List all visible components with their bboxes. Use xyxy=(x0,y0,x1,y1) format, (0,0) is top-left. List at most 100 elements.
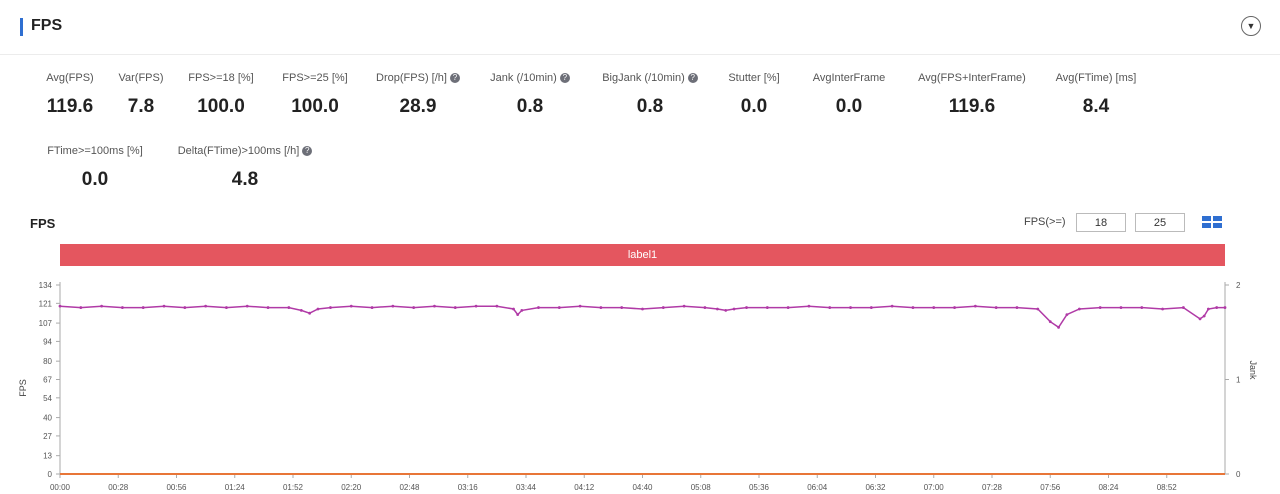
fps-data-point xyxy=(1065,313,1069,317)
fps-data-point xyxy=(204,304,208,308)
metric-label: Delta(FTime)>100ms [/h]? xyxy=(165,145,325,157)
fps-data-point xyxy=(453,306,457,309)
fps-data-point xyxy=(1057,325,1060,329)
metric-label: Avg(FPS+InterFrame) xyxy=(918,72,1026,84)
fps-data-point xyxy=(1223,306,1227,309)
fps-data-point xyxy=(1077,307,1081,311)
metric-0: Avg(FPS) 119.6 xyxy=(0,72,150,118)
fps-data-point xyxy=(299,308,303,312)
y-tick-label: 0 xyxy=(48,470,53,479)
metric-label: AvgInterFrame xyxy=(812,72,886,84)
metric-5: Jank (/10min)? 0.8 xyxy=(450,72,610,118)
fps-data-point xyxy=(141,306,145,309)
label-band[interactable]: label1 xyxy=(60,244,1225,266)
metric-1: Var(FPS) 7.8 xyxy=(61,72,221,118)
x-tick-label: 03:44 xyxy=(516,483,537,492)
fps-data-point xyxy=(1098,306,1102,309)
fps-data-point xyxy=(1206,307,1210,311)
fps-data-point xyxy=(578,304,582,308)
fps-data-point xyxy=(495,304,499,308)
metric-7: Stutter [%] 0.0 xyxy=(674,72,834,118)
fps-data-point xyxy=(512,307,515,311)
x-tick-label: 00:56 xyxy=(166,483,187,492)
threshold-label: FPS(>=) xyxy=(1024,216,1066,228)
metric-label: Jank (/10min)? xyxy=(450,72,610,84)
metric-label: BigJank (/10min)? xyxy=(570,72,730,84)
fps-data-point xyxy=(732,307,736,311)
fps-data-point xyxy=(557,306,561,309)
grid-layout-icon[interactable] xyxy=(1202,216,1222,228)
fps-data-point xyxy=(932,306,936,309)
fps-data-point xyxy=(599,306,603,309)
fps-data-point xyxy=(724,308,728,312)
y-tick-label: 80 xyxy=(43,357,52,366)
fps-data-point xyxy=(1015,306,1019,309)
fps-data-point xyxy=(225,306,228,309)
fps-data-point xyxy=(1140,306,1144,309)
help-icon[interactable]: ? xyxy=(687,73,698,83)
y2-tick-label: 1 xyxy=(1236,376,1241,385)
metric-12: Delta(FTime)>100ms [/h]? 4.8 xyxy=(165,145,325,191)
y-tick-label: 121 xyxy=(39,299,53,308)
y-tick-label: 107 xyxy=(39,319,53,328)
fps-data-point xyxy=(58,304,62,308)
x-tick-label: 01:52 xyxy=(283,483,304,492)
y-tick-label: 13 xyxy=(43,452,52,461)
metric-value: 100.0 xyxy=(197,96,245,117)
x-tick-label: 07:56 xyxy=(1040,483,1061,492)
fps-data-point xyxy=(100,304,104,308)
threshold-low-input[interactable] xyxy=(1076,213,1126,232)
fps-data-point xyxy=(1119,306,1123,309)
metric-value: 0.8 xyxy=(636,96,664,117)
fps-data-point xyxy=(1036,307,1040,311)
chevron-down-icon[interactable]: ▼ xyxy=(1241,16,1261,36)
metric-11: FTime>=100ms [%] 0.0 xyxy=(15,145,175,191)
x-tick-label: 05:36 xyxy=(749,483,770,492)
metric-value: 4.8 xyxy=(231,169,259,190)
fps-data-point xyxy=(537,306,540,309)
metric-value: 0.0 xyxy=(740,96,768,117)
threshold-high-input[interactable] xyxy=(1135,213,1185,232)
fps-data-point xyxy=(786,306,790,309)
x-tick-label: 06:04 xyxy=(807,483,828,492)
fps-data-point xyxy=(953,306,956,309)
fps-data-point xyxy=(183,306,187,309)
metric-value: 0.0 xyxy=(81,169,109,190)
x-tick-label: 00:00 xyxy=(50,483,71,492)
metric-label: Var(FPS) xyxy=(118,72,164,84)
fps-data-point xyxy=(516,313,520,317)
help-icon[interactable]: ? xyxy=(559,73,570,83)
fps-data-point xyxy=(1202,314,1206,318)
y-tick-label: 94 xyxy=(43,337,52,346)
fps-data-point xyxy=(433,304,436,308)
y-tick-label: 134 xyxy=(39,281,53,290)
fps-data-point xyxy=(1048,320,1052,324)
fps-data-point xyxy=(349,304,353,308)
y2-tick-label: 0 xyxy=(1236,470,1241,479)
fps-data-point xyxy=(79,306,83,309)
title-accent-bar xyxy=(20,18,23,36)
help-icon[interactable]: ? xyxy=(302,146,313,156)
y-tick-label: 40 xyxy=(43,414,52,423)
y2-tick-label: 2 xyxy=(1236,281,1241,290)
fps-data-point xyxy=(973,304,977,308)
metric-9: Avg(FPS+InterFrame) 119.6 xyxy=(892,72,1052,118)
metric-label: Avg(FTime) [ms] xyxy=(1055,72,1137,84)
y-axis-title: FPS xyxy=(18,379,28,397)
fps-data-point xyxy=(245,304,249,308)
fps-data-point xyxy=(765,306,769,309)
metric-10: Avg(FTime) [ms] 8.4 xyxy=(1016,72,1176,118)
panel-header: FPS ▼ xyxy=(0,0,1280,55)
metric-value: 100.0 xyxy=(291,96,339,117)
panel-title: FPS xyxy=(31,17,63,34)
metric-6: BigJank (/10min)? 0.8 xyxy=(570,72,730,118)
help-icon[interactable]: ? xyxy=(449,73,460,83)
fps-data-point xyxy=(474,304,478,308)
metric-3: FPS>=25 [%] 100.0 xyxy=(235,72,395,118)
fps-data-point xyxy=(370,306,374,309)
metric-4: Drop(FPS) [/h]? 28.9 xyxy=(338,72,498,118)
y2-axis-title: Jank xyxy=(1248,360,1258,380)
fps-data-point xyxy=(620,306,624,309)
metric-2: FPS>=18 [%] 100.0 xyxy=(141,72,301,118)
fps-data-point xyxy=(911,306,915,309)
